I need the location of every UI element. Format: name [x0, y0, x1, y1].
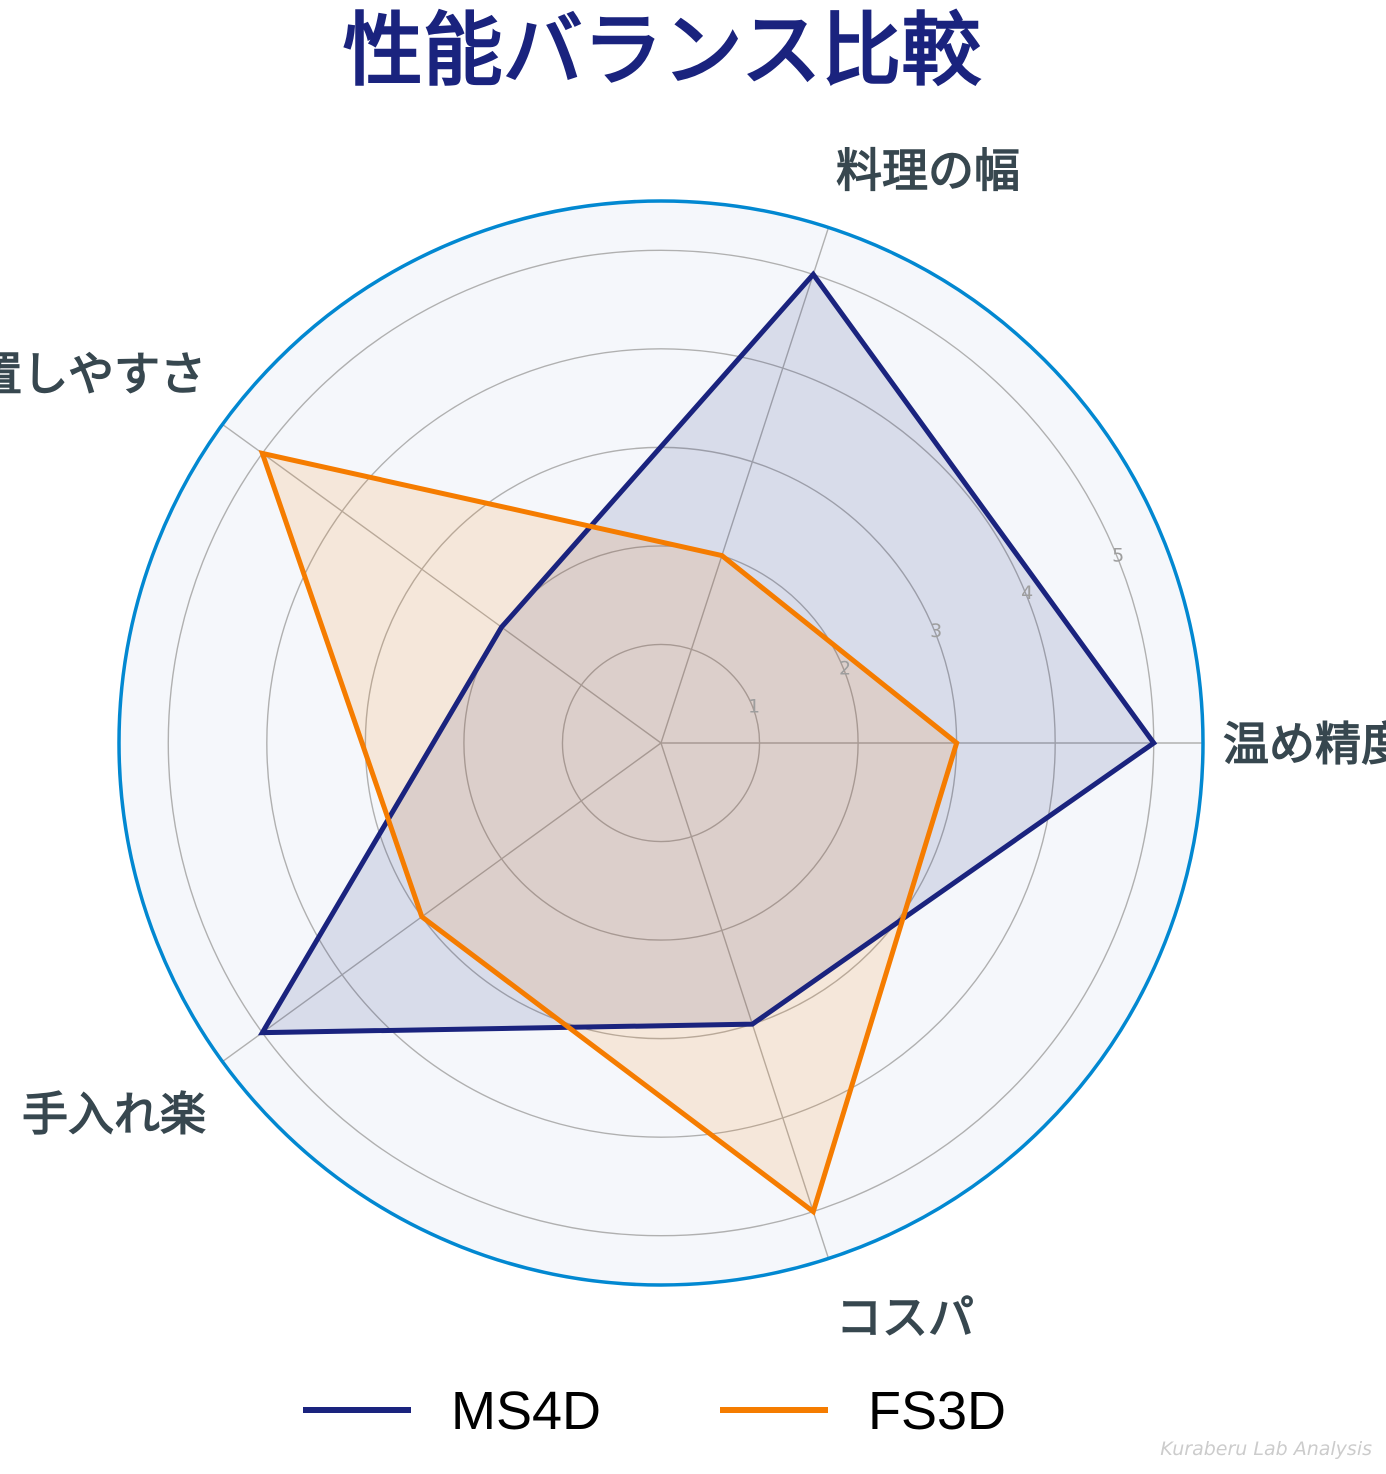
tick-label: 1: [748, 695, 760, 717]
tick-label: 5: [1112, 544, 1124, 566]
grid-spoke: [660, 227, 830, 744]
series-fill: [262, 453, 957, 1212]
series-line: [257, 270, 1158, 1036]
axis-label: コスパ: [836, 1291, 974, 1345]
axis-label: 温め精度: [1223, 717, 1386, 771]
tick-label: 3: [930, 620, 942, 642]
grid-spoke: [660, 742, 830, 1259]
axis-label: 手入れ楽: [22, 1087, 206, 1141]
watermark: Kuraberu Lab Analysis: [1160, 1438, 1372, 1460]
axis-label: 設置しやすさ: [0, 347, 206, 401]
tick-label: 4: [1021, 582, 1033, 604]
chart-title: 性能バランス比較: [343, 4, 982, 97]
series-line: [258, 449, 960, 1216]
outer-ring: [117, 199, 1205, 1287]
grid-spoke: [222, 742, 662, 1063]
axis-label: 料理の幅: [836, 143, 1020, 197]
legend-label: FS3D: [868, 1381, 1006, 1441]
grid-spoke: [222, 423, 662, 744]
legend-label: MS4D: [451, 1381, 601, 1441]
tick-label: 2: [839, 658, 851, 680]
series-fill: [262, 274, 1154, 1033]
